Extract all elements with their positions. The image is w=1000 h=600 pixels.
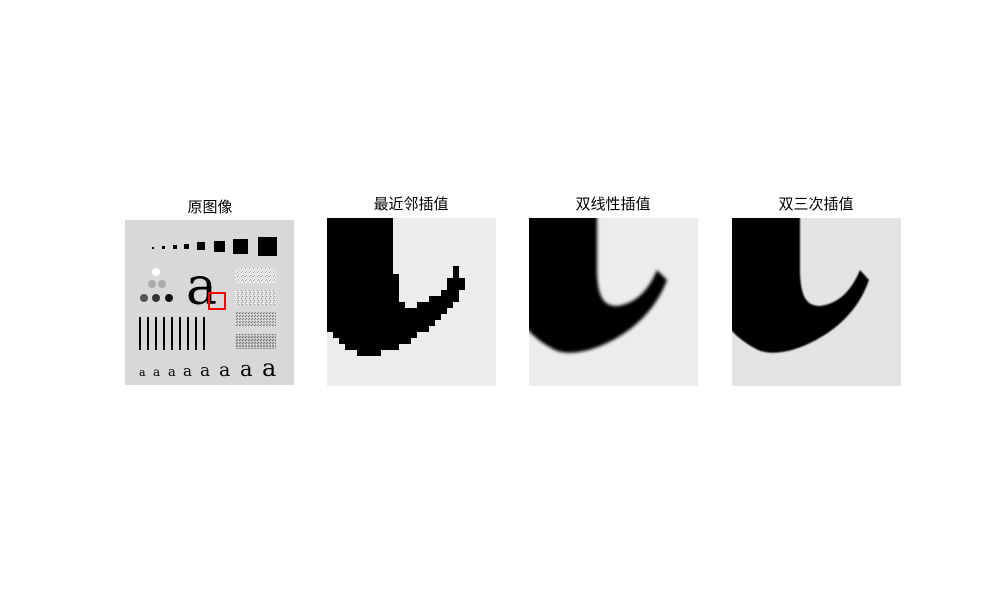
- panel-title-bilinear: 双线性插值: [575, 195, 651, 213]
- zoom-region-box: [208, 292, 226, 310]
- letter-row-item: a: [183, 362, 192, 380]
- letter-row-item: a: [200, 361, 210, 381]
- dots-cluster: [140, 268, 173, 302]
- squares-row: [152, 237, 277, 256]
- noise-patches: [235, 268, 276, 349]
- vertical-bars: [139, 317, 205, 350]
- original-image: a: [125, 220, 294, 385]
- letter-row-item: a: [219, 359, 230, 381]
- letter-row-item: a: [153, 365, 160, 379]
- bicubic-image: [732, 218, 901, 386]
- letter-row-item: a: [240, 357, 253, 381]
- panel-title-original: 原图像: [187, 198, 233, 216]
- bilinear-image: [529, 218, 698, 386]
- large-letter: a: [186, 257, 217, 317]
- letter-row-item: a: [168, 365, 176, 380]
- letter-row-item: a: [262, 354, 276, 382]
- panel-title-bicubic: 双三次插值: [778, 195, 854, 213]
- letter-row-item: a: [139, 366, 146, 379]
- nearest-neighbor-image: [327, 218, 496, 386]
- panel-title-nearest: 最近邻插值: [373, 195, 449, 213]
- letter-row: a a a a a a a a: [139, 354, 276, 382]
